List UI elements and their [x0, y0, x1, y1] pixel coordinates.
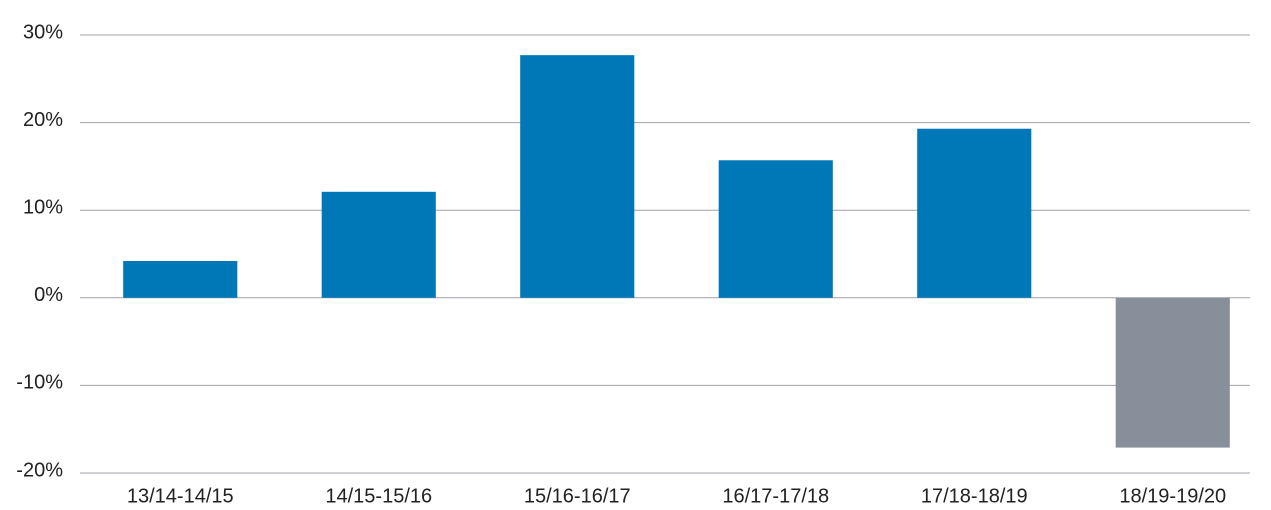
bar [917, 128, 1032, 298]
x-tick-label: 14/15-15/16 [325, 485, 432, 507]
x-tick-label: 18/19-19/20 [1119, 485, 1226, 507]
y-tick-label: 0% [34, 284, 63, 306]
bar [321, 191, 436, 298]
bar [123, 261, 238, 298]
y-tick-label: 20% [23, 109, 63, 131]
x-tick-label: 15/16-16/17 [524, 485, 631, 507]
y-tick-label: 30% [23, 21, 63, 43]
bar [520, 55, 635, 298]
y-tick-label: -10% [16, 372, 63, 394]
x-tick-label: 16/17-17/18 [722, 485, 829, 507]
y-tick-label: 10% [23, 196, 63, 218]
bar [718, 160, 833, 298]
x-tick-label: 17/18-18/19 [921, 485, 1028, 507]
y-tick-label: -20% [16, 459, 63, 481]
x-tick-label: 13/14-14/15 [127, 485, 234, 507]
bar [1115, 297, 1230, 448]
